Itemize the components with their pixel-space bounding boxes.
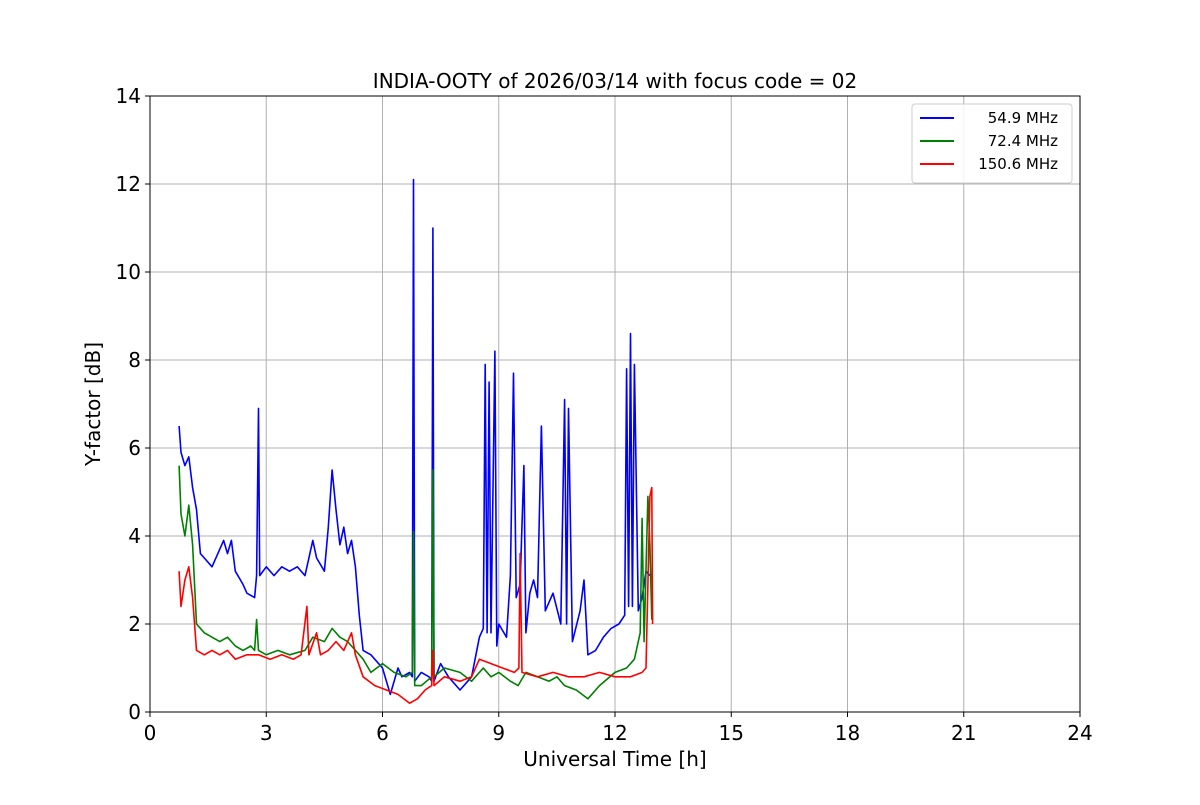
legend-label-1: 72.4 MHz [988,132,1058,150]
x-tick-label: 24 [1067,721,1092,745]
y-tick-label: 8 [128,348,141,372]
x-tick-label: 18 [835,721,860,745]
plot-data [178,178,654,704]
legend: 54.9 MHz 72.4 MHz 150.6 MHz [911,103,1073,184]
y-tick-label: 14 [116,84,141,108]
y-axis-label: Y-factor [dB] [81,342,105,467]
series-line-1 [178,465,653,700]
x-tick-label: 9 [492,721,505,745]
x-tick-label: 15 [719,721,744,745]
chart-title: INDIA-OOTY of 2026/03/14 with focus code… [373,69,857,93]
series-line-2 [178,486,654,704]
legend-label-0: 54.9 MHz [988,109,1058,127]
x-tick-label: 12 [602,721,627,745]
y-tick-label: 6 [128,436,141,460]
x-tick-label: 0 [144,721,157,745]
x-tick-label: 21 [951,721,976,745]
legend-label-2: 150.6 MHz [978,155,1058,173]
y-tick-label: 12 [116,172,141,196]
x-axis-label: Universal Time [h] [523,747,706,771]
y-tick-label: 4 [128,524,141,548]
x-tick-label: 6 [376,721,389,745]
x-tick-label: 3 [260,721,273,745]
y-tick-label: 2 [128,612,141,636]
y-tick-label: 10 [116,260,141,284]
y-tick-label: 0 [128,700,141,724]
